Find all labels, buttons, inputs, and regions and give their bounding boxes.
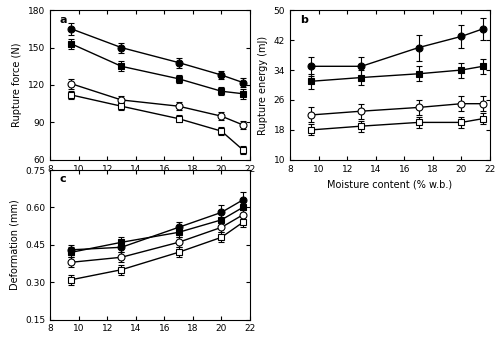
X-axis label: Moisture content (% w.b.): Moisture content (% w.b.): [88, 339, 212, 340]
Text: a: a: [60, 15, 68, 25]
Text: c: c: [60, 174, 66, 185]
Y-axis label: Deformation (mm): Deformation (mm): [10, 200, 20, 290]
Text: b: b: [300, 15, 308, 25]
Y-axis label: Rupture energy (mJ): Rupture energy (mJ): [258, 35, 268, 135]
X-axis label: Moisture content (% w.b.): Moisture content (% w.b.): [328, 179, 452, 189]
Y-axis label: Rupture force (N): Rupture force (N): [12, 43, 22, 127]
X-axis label: Moisture content (% w.b.): Moisture content (% w.b.): [88, 179, 212, 189]
